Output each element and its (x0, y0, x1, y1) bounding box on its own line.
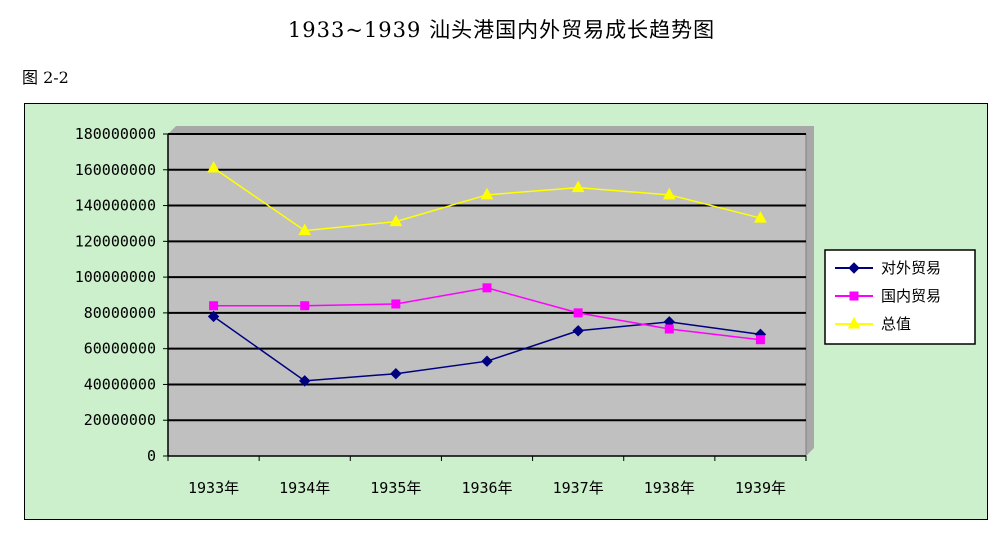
data-point (300, 301, 310, 311)
x-tick-label: 1937年 (553, 479, 604, 497)
data-point (572, 325, 584, 337)
legend-marker (847, 316, 861, 329)
y-tick-label: 120000000 (75, 232, 156, 250)
data-point (571, 180, 585, 193)
data-point (207, 160, 220, 173)
data-point (481, 355, 493, 367)
data-point (573, 308, 583, 318)
data-point (755, 335, 765, 345)
y-tick-label: 0 (147, 447, 156, 465)
y-tick-label: 140000000 (75, 197, 156, 215)
data-point (664, 324, 674, 334)
legend-marker (849, 291, 859, 301)
y-tick-label: 80000000 (84, 304, 156, 322)
data-point (207, 310, 220, 323)
data-point (754, 211, 767, 223)
legend-label: 国内贸易 (881, 287, 941, 305)
data-point (480, 187, 494, 200)
data-point (298, 223, 312, 236)
x-tick-label: 1935年 (370, 479, 421, 497)
data-point (662, 187, 676, 200)
x-tick-label: 1934年 (279, 479, 330, 497)
y-tick-label: 40000000 (84, 375, 156, 393)
data-point (389, 214, 403, 227)
x-tick-label: 1939年 (735, 479, 786, 497)
line-chart: 0 20000000 40000000 60000000 80000000 1000000… (75, 125, 976, 497)
x-tick-label: 1933年 (188, 479, 239, 497)
y-tick-label: 160000000 (75, 161, 156, 179)
figure-label: 图 2-2 (22, 68, 69, 87)
data-point (390, 368, 402, 380)
data-point (209, 301, 219, 311)
page-title: 1933~1939 汕头港国内外贸易成长趋势图 (287, 18, 716, 42)
legend-marker (848, 262, 860, 274)
y-tick-label: 100000000 (75, 268, 156, 286)
legend-label: 对外贸易 (881, 259, 941, 277)
data-point (482, 283, 492, 293)
chart-area: 0 20000000 40000000 60000000 80000000 1000000… (24, 103, 988, 520)
x-tick-label: 1936年 (461, 479, 512, 497)
plot-background (167, 133, 807, 457)
y-tick-label: 20000000 (84, 411, 156, 429)
y-tick-label: 60000000 (84, 340, 156, 358)
y-tick-label: 180000000 (75, 125, 156, 143)
legend-label: 总值 (881, 315, 911, 333)
data-point (391, 299, 401, 309)
x-tick-label: 1938年 (644, 479, 695, 497)
data-point (299, 375, 311, 387)
